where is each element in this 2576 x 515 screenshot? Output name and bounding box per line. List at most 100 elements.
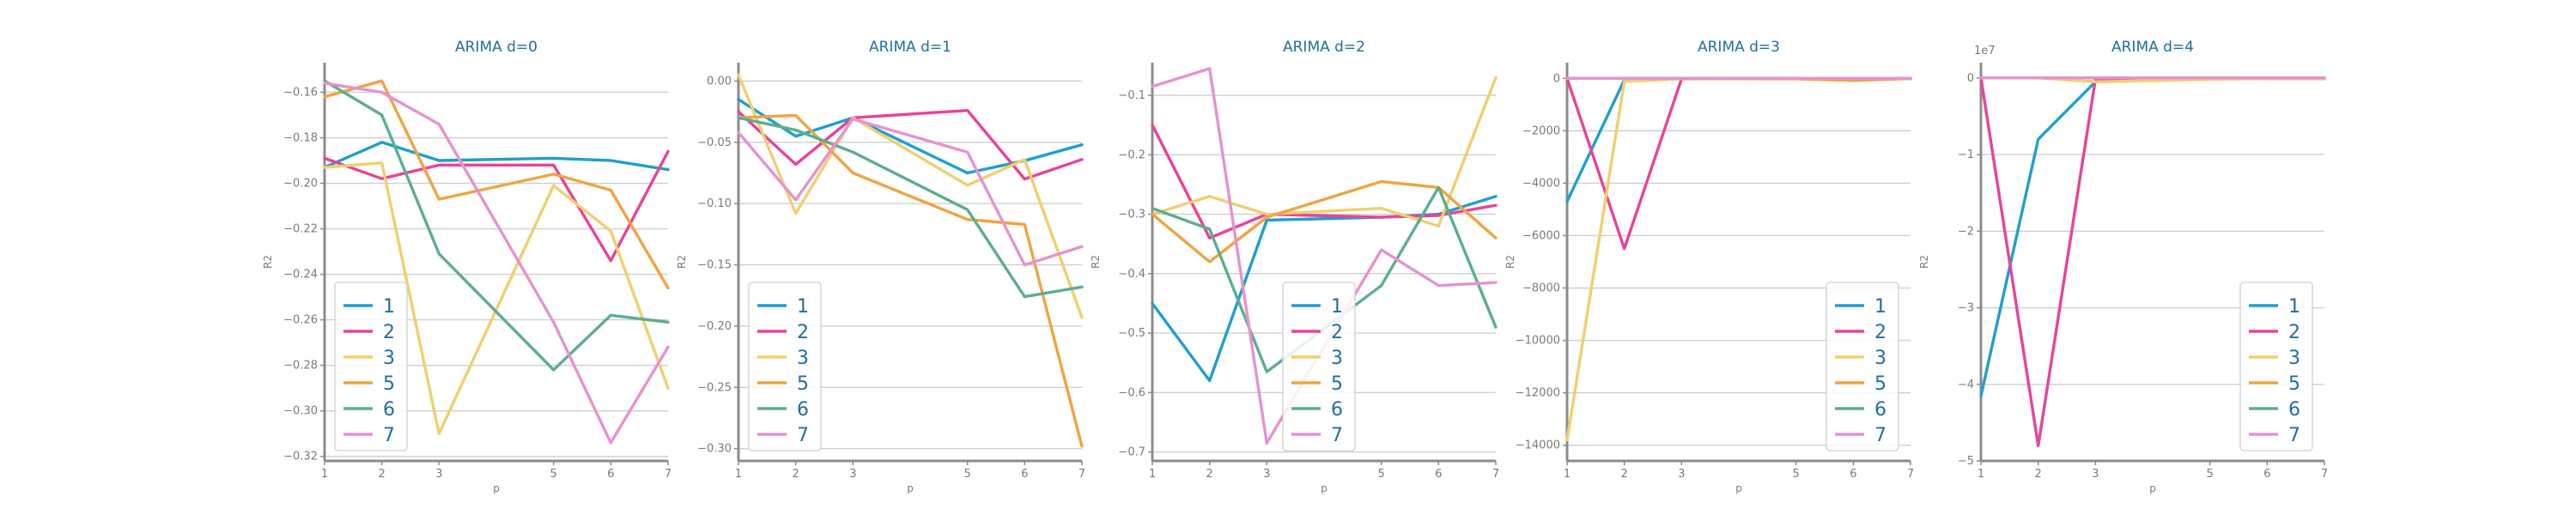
chart-title: ARIMA d=3	[1698, 39, 1780, 56]
legend: 1 2 3 5 6 7	[1282, 282, 1356, 451]
chart-title: ARIMA d=4	[2111, 39, 2194, 56]
x-tick-label: 1	[735, 468, 742, 481]
y-tick-label: −3	[1958, 302, 1974, 315]
legend-label: 5	[2288, 373, 2300, 395]
legend-label: 7	[383, 425, 395, 446]
x-axis-label: p	[1321, 482, 1327, 494]
legend-label: 3	[2288, 348, 2300, 369]
legend-box	[1282, 282, 1356, 451]
series-line-5	[1151, 179, 1498, 264]
legend: 1 2 3 5 6 7	[334, 282, 408, 451]
series-line-1	[323, 141, 670, 172]
x-tick-label: 3	[1263, 468, 1270, 481]
x-tick-label: 5	[550, 468, 557, 481]
legend-label: 5	[1874, 373, 1886, 395]
y-tick-label: −2	[1958, 225, 1974, 238]
x-tick-label: 7	[2321, 468, 2328, 481]
y-tick-label: −0.16	[283, 86, 318, 99]
legend-label: 2	[797, 322, 809, 343]
y-axis-label: R2	[262, 255, 274, 269]
y-tick-label: −0.24	[283, 269, 318, 282]
x-tick-label: 6	[1850, 468, 1856, 481]
legend-label: 1	[2288, 296, 2300, 318]
x-tick-label: 2	[2035, 468, 2042, 481]
x-tick-label: 2	[379, 468, 386, 481]
x-tick-label: 7	[1078, 468, 1085, 481]
legend-label: 3	[1331, 348, 1343, 369]
legend-box	[334, 282, 408, 451]
y-axis-label: R2	[1504, 255, 1516, 269]
y-tick-label: −0.30	[283, 405, 318, 418]
legend-label: 5	[797, 373, 809, 395]
x-tick-label: 3	[1678, 468, 1685, 481]
legend-label: 3	[1874, 348, 1886, 369]
x-tick-label: 7	[1907, 468, 1914, 481]
chart-title: ARIMA d=1	[869, 39, 951, 56]
x-tick-label: 6	[607, 468, 614, 481]
legend-box	[1826, 282, 1899, 451]
x-tick-label: 1	[1149, 468, 1156, 481]
series-line-5	[323, 79, 670, 290]
legend-label: 3	[797, 348, 809, 369]
chart-panel-0: −0.32 −0.30 −0.28 −0.26 −0.24 −0.22 −0.20 −0.18…	[262, 39, 671, 494]
legend-label: 6	[1874, 399, 1886, 421]
legend-label: 7	[1331, 425, 1343, 446]
y-tick-label: −0.7	[1118, 446, 1145, 459]
legend-label: 3	[383, 348, 395, 369]
x-tick-label: 5	[1793, 468, 1800, 481]
legend-label: 5	[383, 373, 395, 395]
x-tick-label: 3	[849, 468, 856, 481]
y-tick-label: −4000	[1522, 177, 1560, 190]
y-tick-label: −6000	[1522, 229, 1560, 242]
x-tick-label: 6	[2263, 468, 2270, 481]
series-line-3	[1151, 76, 1498, 228]
legend-label: 6	[383, 399, 395, 421]
series-line-6	[323, 79, 670, 372]
chart-title: ARIMA d=2	[1283, 39, 1365, 56]
series-line-2	[737, 108, 1084, 181]
legend-label: 2	[2288, 322, 2300, 343]
legend-label: 1	[383, 296, 395, 318]
x-axis-label: p	[907, 482, 914, 494]
chart-panel-2: −0.7 −0.6 −0.5 −0.4 −0.3 −0.2 −0.1 1 2 3 5 6 7 ARIMA …	[1090, 39, 1499, 494]
x-axis-label: p	[2149, 482, 2156, 494]
legend-label: 1	[1874, 296, 1886, 318]
y-tick-label: −0.1	[1118, 89, 1145, 102]
y-tick-label: 0.00	[707, 75, 732, 88]
y-axis-label: R2	[1090, 255, 1102, 269]
y-tick-label: −0.3	[1118, 209, 1145, 221]
y-tick-label: −0.28	[283, 360, 318, 373]
y-tick-label: −0.22	[283, 223, 318, 236]
y-tick-label: −0.05	[697, 136, 732, 149]
y-tick-label: −10000	[1516, 335, 1560, 348]
y-tick-label: −8000	[1522, 282, 1560, 295]
legend-label: 2	[383, 322, 395, 343]
y-tick-label: −0.30	[697, 443, 732, 456]
legend: 1 2 3 5 6 7	[2239, 282, 2313, 451]
series-line-2	[323, 149, 670, 263]
legend-box	[2239, 282, 2313, 451]
y-tick-label: −4	[1958, 379, 1974, 391]
legend-label: 6	[797, 399, 809, 421]
x-tick-label: 3	[435, 468, 442, 481]
y-tick-label: −0.4	[1118, 268, 1145, 281]
x-tick-label: 5	[964, 468, 971, 481]
x-axis-label: p	[1735, 482, 1742, 494]
axis-exponent-label: 1e7	[1974, 45, 1996, 58]
y-tick-label: −0.2	[1118, 148, 1145, 161]
legend: 1 2 3 5 6 7	[1826, 282, 1899, 451]
series-line-3	[323, 161, 670, 435]
x-tick-label: 3	[2092, 468, 2099, 481]
series-line-2	[1565, 76, 1912, 251]
x-tick-label: 7	[1492, 468, 1499, 481]
y-tick-label: 0	[1967, 72, 1974, 85]
x-axis-label: p	[493, 482, 500, 494]
series-line-6	[737, 116, 1084, 299]
chart-panel-1: −0.30 −0.25 −0.20 −0.15 −0.10 −0.05 0.00 1 2 3 5 6 7…	[676, 39, 1085, 494]
legend-label: 2	[1874, 322, 1886, 343]
y-tick-label: −0.32	[283, 451, 318, 464]
legend-label: 7	[797, 425, 809, 446]
series-line-1	[737, 98, 1084, 175]
series-line-2	[1151, 123, 1498, 239]
